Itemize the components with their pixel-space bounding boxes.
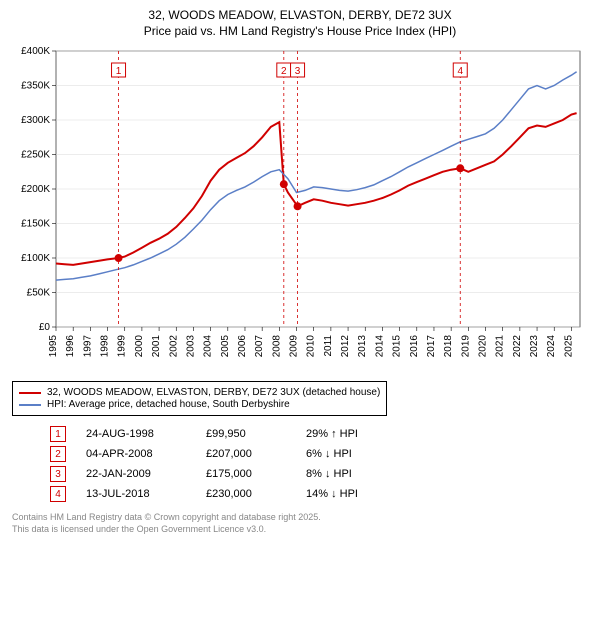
svg-text:2022: 2022 <box>512 335 523 358</box>
footer-line-2: This data is licensed under the Open Gov… <box>12 524 588 536</box>
svg-text:2008: 2008 <box>271 335 282 358</box>
svg-text:1997: 1997 <box>82 335 93 358</box>
legend-label: 32, WOODS MEADOW, ELVASTON, DERBY, DE72 … <box>47 387 380 398</box>
svg-text:4: 4 <box>457 66 463 77</box>
svg-text:2001: 2001 <box>151 335 162 358</box>
svg-text:2: 2 <box>281 66 287 77</box>
svg-text:2002: 2002 <box>168 335 179 358</box>
svg-text:2013: 2013 <box>357 335 368 358</box>
svg-text:1998: 1998 <box>100 335 111 358</box>
title-block: 32, WOODS MEADOW, ELVASTON, DERBY, DE72 … <box>12 8 588 39</box>
transaction-number-badge: 4 <box>50 486 66 502</box>
svg-text:2009: 2009 <box>289 335 300 358</box>
svg-text:£50K: £50K <box>27 288 51 299</box>
svg-text:3: 3 <box>295 66 301 77</box>
legend: 32, WOODS MEADOW, ELVASTON, DERBY, DE72 … <box>12 381 387 416</box>
svg-text:2014: 2014 <box>374 335 385 358</box>
svg-text:2012: 2012 <box>340 335 351 358</box>
svg-text:1999: 1999 <box>117 335 128 358</box>
transaction-number-badge: 2 <box>50 446 66 462</box>
transaction-price: £175,000 <box>206 468 286 480</box>
transaction-date: 22-JAN-2009 <box>86 468 186 480</box>
svg-text:1996: 1996 <box>65 335 76 358</box>
legend-swatch <box>19 404 41 406</box>
svg-text:£200K: £200K <box>21 184 50 195</box>
transaction-price: £207,000 <box>206 448 286 460</box>
svg-text:1: 1 <box>116 66 122 77</box>
transaction-price: £99,950 <box>206 428 286 440</box>
page-container: 32, WOODS MEADOW, ELVASTON, DERBY, DE72 … <box>0 0 600 544</box>
svg-text:£100K: £100K <box>21 253 50 264</box>
svg-text:2000: 2000 <box>134 335 145 358</box>
legend-item: HPI: Average price, detached house, Sout… <box>19 399 380 410</box>
legend-swatch <box>19 392 41 394</box>
svg-text:2015: 2015 <box>392 335 403 358</box>
svg-text:2004: 2004 <box>203 335 214 358</box>
transactions-table: 1 24-AUG-1998 £99,950 29% ↑ HPI 2 04-APR-2008… <box>12 426 588 502</box>
transaction-number-badge: 3 <box>50 466 66 482</box>
svg-text:1995: 1995 <box>48 335 59 358</box>
svg-text:2023: 2023 <box>529 335 540 358</box>
svg-text:2007: 2007 <box>254 335 265 358</box>
transaction-delta: 29% ↑ HPI <box>306 428 406 440</box>
svg-text:2025: 2025 <box>563 335 574 358</box>
transaction-date: 04-APR-2008 <box>86 448 186 460</box>
svg-text:2024: 2024 <box>546 335 557 358</box>
svg-text:2020: 2020 <box>478 335 489 358</box>
footer-attribution: Contains HM Land Registry data © Crown c… <box>12 512 588 535</box>
svg-text:2011: 2011 <box>323 335 334 357</box>
transaction-delta: 6% ↓ HPI <box>306 448 406 460</box>
transaction-delta: 14% ↓ HPI <box>306 488 406 500</box>
footer-line-1: Contains HM Land Registry data © Crown c… <box>12 512 588 524</box>
transaction-date: 13-JUL-2018 <box>86 488 186 500</box>
svg-text:2021: 2021 <box>495 335 506 358</box>
transaction-price: £230,000 <box>206 488 286 500</box>
svg-text:2019: 2019 <box>460 335 471 358</box>
legend-label: HPI: Average price, detached house, Sout… <box>47 399 290 410</box>
svg-text:2018: 2018 <box>443 335 454 358</box>
line-chart: £0 £50K £100K £150K £200K £250K £300K £350K £400… <box>12 45 588 375</box>
svg-text:£300K: £300K <box>21 115 50 126</box>
svg-text:2006: 2006 <box>237 335 248 358</box>
svg-text:2010: 2010 <box>306 335 317 358</box>
transaction-row: 3 22-JAN-2009 £175,000 8% ↓ HPI <box>12 466 588 482</box>
svg-text:2016: 2016 <box>409 335 420 358</box>
transaction-date: 24-AUG-1998 <box>86 428 186 440</box>
transaction-row: 2 04-APR-2008 £207,000 6% ↓ HPI <box>12 446 588 462</box>
transaction-delta: 8% ↓ HPI <box>306 468 406 480</box>
svg-text:2003: 2003 <box>185 335 196 358</box>
svg-text:£250K: £250K <box>21 150 50 161</box>
transaction-number-badge: 1 <box>50 426 66 442</box>
chart-area: £0 £50K £100K £150K £200K £250K £300K £350K £400… <box>12 45 588 375</box>
svg-text:£400K: £400K <box>21 46 50 57</box>
title-line-2: Price paid vs. HM Land Registry's House … <box>12 24 588 40</box>
transaction-row: 4 13-JUL-2018 £230,000 14% ↓ HPI <box>12 486 588 502</box>
svg-text:£0: £0 <box>39 322 51 333</box>
transaction-row: 1 24-AUG-1998 £99,950 29% ↑ HPI <box>12 426 588 442</box>
svg-text:2005: 2005 <box>220 335 231 358</box>
svg-text:£150K: £150K <box>21 219 50 230</box>
svg-text:£350K: £350K <box>21 81 50 92</box>
legend-item: 32, WOODS MEADOW, ELVASTON, DERBY, DE72 … <box>19 387 380 398</box>
svg-text:2017: 2017 <box>426 335 437 358</box>
title-line-1: 32, WOODS MEADOW, ELVASTON, DERBY, DE72 … <box>12 8 588 24</box>
